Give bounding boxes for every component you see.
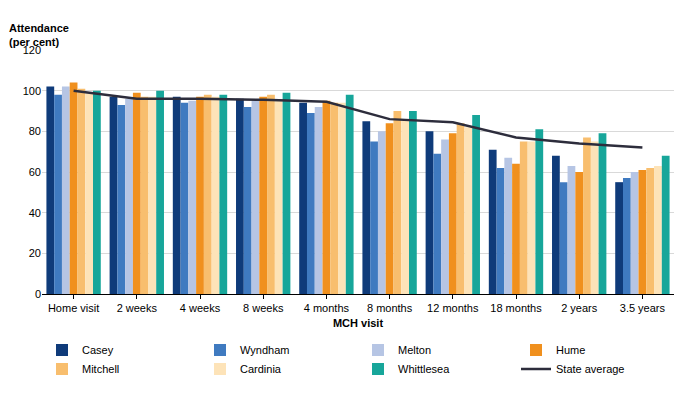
svg-text:Hume: Hume xyxy=(556,344,585,356)
svg-text:4 weeks: 4 weeks xyxy=(180,302,221,314)
svg-text:18 months: 18 months xyxy=(490,302,542,314)
svg-text:12 months: 12 months xyxy=(427,302,479,314)
svg-text:Wyndham: Wyndham xyxy=(240,344,289,356)
svg-text:20: 20 xyxy=(29,247,41,259)
svg-text:Melton: Melton xyxy=(398,344,431,356)
svg-text:8 weeks: 8 weeks xyxy=(243,302,284,314)
svg-text:60: 60 xyxy=(29,166,41,178)
svg-text:8 months: 8 months xyxy=(367,302,413,314)
svg-text:40: 40 xyxy=(29,207,41,219)
svg-text:Attendance(per cent): Attendance(per cent) xyxy=(9,22,69,48)
svg-text:2 years: 2 years xyxy=(561,302,598,314)
svg-text:0: 0 xyxy=(35,288,41,300)
svg-text:4 months: 4 months xyxy=(304,302,350,314)
svg-text:Casey: Casey xyxy=(82,344,114,356)
svg-text:Whittlesea: Whittlesea xyxy=(398,363,450,375)
svg-text:Cardinia: Cardinia xyxy=(240,363,282,375)
svg-text:100: 100 xyxy=(23,85,41,97)
svg-text:Home visit: Home visit xyxy=(48,302,99,314)
svg-text:3.5 years: 3.5 years xyxy=(620,302,666,314)
svg-text:Mitchell: Mitchell xyxy=(82,363,119,375)
svg-text:2 weeks: 2 weeks xyxy=(117,302,158,314)
svg-text:120: 120 xyxy=(23,44,41,56)
svg-text:State average: State average xyxy=(556,363,625,375)
svg-text:MCH visit: MCH visit xyxy=(333,317,383,329)
svg-text:80: 80 xyxy=(29,125,41,137)
